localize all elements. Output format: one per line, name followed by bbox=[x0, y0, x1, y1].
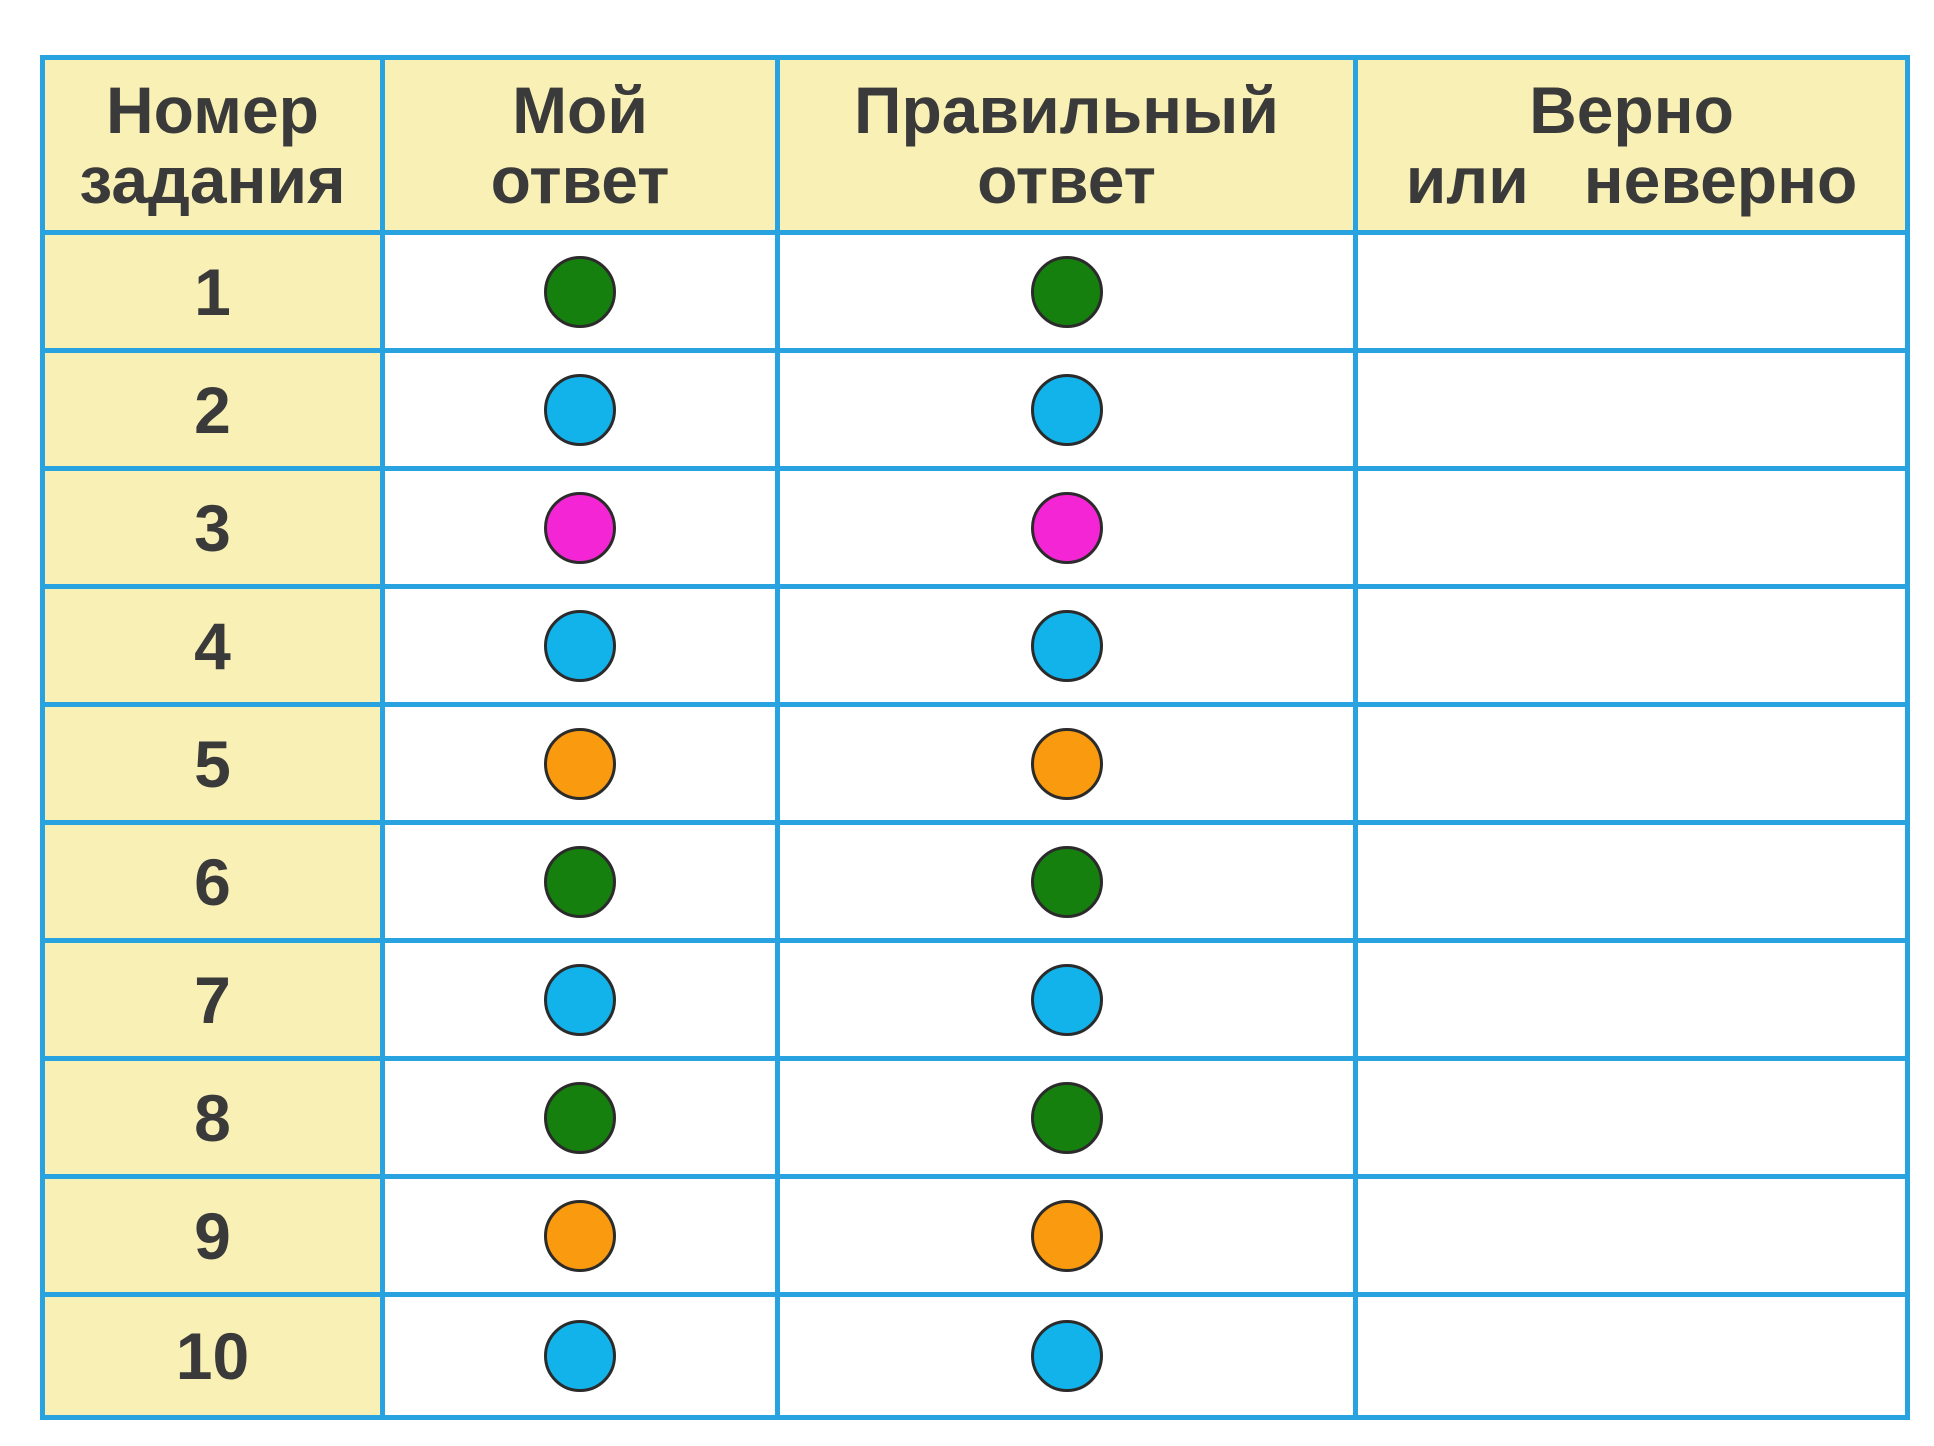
correct-answer-cell bbox=[780, 235, 1358, 353]
task-number: 7 bbox=[194, 962, 231, 1037]
verdict-cell[interactable] bbox=[1358, 353, 1905, 471]
task-number-cell: 2 bbox=[45, 353, 385, 471]
my-answer-dot bbox=[544, 1320, 616, 1392]
correct-answer-cell bbox=[780, 825, 1358, 943]
verdict-cell[interactable] bbox=[1358, 943, 1905, 1061]
task-number: 8 bbox=[194, 1080, 231, 1155]
my-answer-cell bbox=[385, 235, 780, 353]
verdict-cell[interactable] bbox=[1358, 1061, 1905, 1179]
task-number: 10 bbox=[175, 1319, 250, 1393]
header-correct-answer: Правильный ответ bbox=[780, 60, 1358, 235]
task-number: 3 bbox=[194, 490, 231, 565]
header-verdict-line1: Верно bbox=[1529, 73, 1734, 147]
my-answer-cell bbox=[385, 707, 780, 825]
verdict-cell[interactable] bbox=[1358, 589, 1905, 707]
verdict-cell[interactable] bbox=[1358, 235, 1905, 353]
task-number: 1 bbox=[194, 254, 231, 329]
header-task-number-line1: Номер bbox=[106, 73, 319, 147]
verdict-cell[interactable] bbox=[1358, 1179, 1905, 1297]
correct-answer-cell bbox=[780, 1061, 1358, 1179]
my-answer-cell bbox=[385, 1061, 780, 1179]
my-answer-dot bbox=[544, 491, 616, 564]
my-answer-dot bbox=[544, 845, 616, 918]
answer-table: Номер задания Мой ответ Правильный ответ… bbox=[40, 55, 1910, 1420]
correct-answer-cell bbox=[780, 471, 1358, 589]
my-answer-cell bbox=[385, 1179, 780, 1297]
task-number-cell: 3 bbox=[45, 471, 385, 589]
my-answer-cell bbox=[385, 825, 780, 943]
my-answer-cell bbox=[385, 353, 780, 471]
my-answer-dot bbox=[544, 727, 616, 800]
correct-answer-cell bbox=[780, 353, 1358, 471]
header-task-number-line2: задания bbox=[79, 143, 346, 217]
correct-answer-cell bbox=[780, 1179, 1358, 1297]
my-answer-cell bbox=[385, 589, 780, 707]
correct-answer-dot bbox=[1030, 373, 1103, 446]
my-answer-dot bbox=[544, 373, 616, 446]
header-correct-answer-line2: ответ bbox=[977, 143, 1156, 217]
correct-answer-dot bbox=[1030, 845, 1103, 918]
correct-answer-cell bbox=[780, 1297, 1358, 1415]
task-number-cell: 8 bbox=[45, 1061, 385, 1179]
correct-answer-cell bbox=[780, 943, 1358, 1061]
correct-answer-dot bbox=[1030, 491, 1103, 564]
task-number: 6 bbox=[194, 844, 231, 919]
task-number: 4 bbox=[194, 608, 231, 683]
header-verdict: Верно или неверно bbox=[1358, 60, 1905, 235]
header-my-answer-line1: Мой bbox=[512, 73, 648, 147]
correct-answer-dot bbox=[1030, 727, 1103, 800]
task-number: 9 bbox=[194, 1198, 231, 1273]
header-task-number: Номер задания bbox=[45, 60, 385, 235]
verdict-cell[interactable] bbox=[1358, 1297, 1905, 1415]
task-number-cell: 6 bbox=[45, 825, 385, 943]
my-answer-cell bbox=[385, 943, 780, 1061]
my-answer-dot bbox=[544, 1199, 616, 1272]
correct-answer-dot bbox=[1030, 1081, 1103, 1154]
my-answer-dot bbox=[544, 1081, 616, 1154]
correct-answer-cell bbox=[780, 707, 1358, 825]
header-correct-answer-line1: Правильный bbox=[854, 73, 1279, 147]
task-number: 5 bbox=[194, 726, 231, 801]
header-my-answer-line2: ответ bbox=[490, 143, 670, 217]
correct-answer-dot bbox=[1030, 255, 1103, 328]
correct-answer-dot bbox=[1030, 1320, 1103, 1392]
correct-answer-dot bbox=[1030, 1199, 1103, 1272]
verdict-cell[interactable] bbox=[1358, 471, 1905, 589]
task-number-cell: 5 bbox=[45, 707, 385, 825]
task-number: 2 bbox=[194, 372, 231, 447]
verdict-cell[interactable] bbox=[1358, 825, 1905, 943]
my-answer-dot bbox=[544, 963, 616, 1036]
correct-answer-dot bbox=[1030, 963, 1103, 1036]
header-my-answer: Мой ответ bbox=[385, 60, 780, 235]
task-number-cell: 1 bbox=[45, 235, 385, 353]
my-answer-dot bbox=[544, 609, 616, 682]
task-number-cell: 7 bbox=[45, 943, 385, 1061]
header-verdict-line2: или неверно bbox=[1405, 143, 1858, 217]
verdict-cell[interactable] bbox=[1358, 707, 1905, 825]
task-number-cell: 10 bbox=[45, 1297, 385, 1415]
correct-answer-dot bbox=[1030, 609, 1103, 682]
correct-answer-cell bbox=[780, 589, 1358, 707]
my-answer-cell bbox=[385, 1297, 780, 1415]
task-number-cell: 9 bbox=[45, 1179, 385, 1297]
my-answer-dot bbox=[544, 255, 616, 328]
my-answer-cell bbox=[385, 471, 780, 589]
task-number-cell: 4 bbox=[45, 589, 385, 707]
